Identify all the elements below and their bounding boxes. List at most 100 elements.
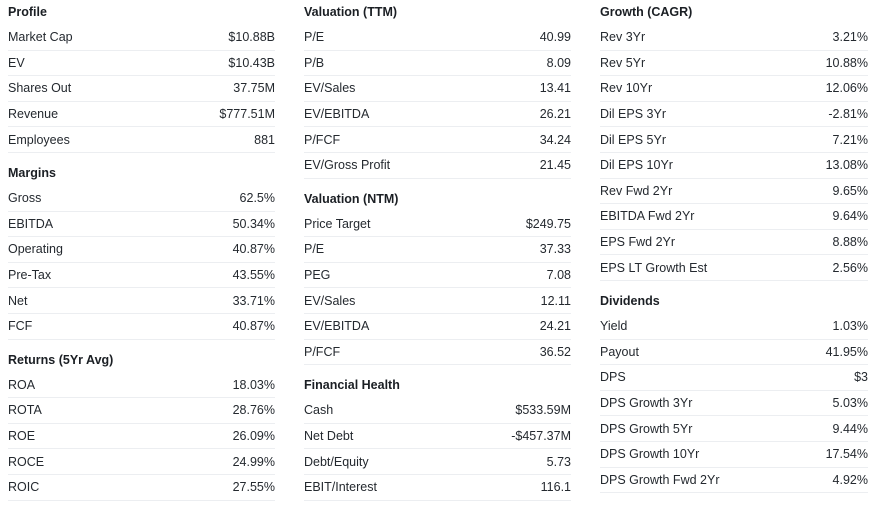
stat-label: DPS	[600, 370, 626, 385]
stat-value: 18.03%	[232, 377, 275, 392]
stat-value: 40.87%	[232, 319, 275, 334]
section-spacer	[600, 281, 868, 289]
stat-row-roce: ROCE 24.99%	[8, 449, 275, 475]
stat-row-rev-fwd-2yr: Rev Fwd 2Yr 9.65%	[600, 179, 868, 205]
stat-value: 24.99%	[232, 454, 275, 469]
section-title: Returns (5Yr Avg)	[8, 352, 114, 367]
stat-row-p-e: P/E 40.99	[304, 25, 571, 51]
stat-row-pre-tax: Pre-Tax 43.55%	[8, 263, 275, 289]
stat-label: EV/Sales	[304, 293, 356, 308]
stats-column-1: Profile Market Cap $10.88B EV $10.43B Shares …	[8, 0, 275, 501]
stat-row-roic: ROIC 27.55%	[8, 475, 275, 501]
stat-value: 10.88%	[825, 55, 868, 70]
stat-row-dil-eps-5yr: Dil EPS 5Yr 7.21%	[600, 127, 868, 153]
stat-row-dps-growth-5yr: DPS Growth 5Yr 9.44%	[600, 416, 868, 442]
stat-value: $10.43B	[228, 55, 275, 70]
stat-value: 37.75M	[233, 81, 275, 96]
stat-row-debt-equity: Debt/Equity 5.73	[304, 449, 571, 475]
stat-row-gross: Gross 62.5%	[8, 186, 275, 212]
stat-row-net: Net 33.71%	[8, 288, 275, 314]
stat-row-dps: DPS $3	[600, 365, 868, 391]
stat-row-p-b: P/B 8.09	[304, 51, 571, 77]
stat-value: 7.08	[546, 268, 571, 283]
stat-value: 50.34%	[232, 216, 275, 231]
stat-value: 116.1	[540, 480, 571, 495]
stat-label: Price Target	[304, 216, 371, 231]
stat-label: Dil EPS 10Yr	[600, 158, 673, 173]
stat-label: FCF	[8, 319, 33, 334]
stat-row-ebitda-fwd-2yr: EBITDA Fwd 2Yr 9.64%	[600, 204, 868, 230]
stat-label: EPS Fwd 2Yr	[600, 235, 676, 250]
stat-row-net-debt: Net Debt -$457.37M	[304, 424, 571, 450]
stat-value: 17.54%	[825, 447, 868, 462]
section-spacer	[8, 340, 275, 348]
stat-label: DPS Growth 3Yr	[600, 396, 693, 411]
stat-label: Operating	[8, 242, 63, 257]
section-spacer	[304, 365, 571, 373]
stat-row-market-cap: Market Cap $10.88B	[8, 25, 275, 51]
stat-value: 9.65%	[832, 183, 868, 198]
stat-row-price-target: Price Target $249.75	[304, 212, 571, 238]
section-valuation-ttm: Valuation (TTM) P/E 40.99 P/B 8.09 EV/Sales 13…	[304, 0, 571, 179]
stat-row-roa: ROA 18.03%	[8, 373, 275, 399]
stat-row-ebitda: EBITDA 50.34%	[8, 212, 275, 238]
stat-row-ev-ebitda: EV/EBITDA 24.21	[304, 314, 571, 340]
stat-label: Rev 10Yr	[600, 81, 653, 96]
stat-value: -$457.37M	[511, 429, 571, 444]
stat-value: 41.95%	[825, 344, 868, 359]
stat-label: EV	[8, 55, 25, 70]
stat-label: Revenue	[8, 107, 59, 122]
stat-row-rev-3yr: Rev 3Yr 3.21%	[600, 25, 868, 51]
stat-value: 9.64%	[832, 209, 868, 224]
stat-value: 8.09	[546, 55, 571, 70]
stat-label: P/B	[304, 55, 325, 70]
section-title: Profile	[8, 5, 47, 19]
stat-value: 2.56%	[832, 260, 868, 275]
stat-row-ev-gross-profit: EV/Gross Profit 21.45	[304, 153, 571, 179]
section-dividends: Dividends Yield 1.03% Payout 41.95% DPS $3 DPS …	[600, 289, 868, 494]
stat-value: 43.55%	[232, 268, 275, 283]
stat-row-p-fcf: P/FCF 36.52	[304, 340, 571, 366]
stat-value: 36.52	[539, 344, 571, 359]
stat-value: 24.21	[539, 319, 571, 334]
stat-label: DPS Growth Fwd 2Yr	[600, 472, 720, 487]
stat-value: 34.24	[539, 132, 571, 147]
stat-row-shares-out: Shares Out 37.75M	[8, 76, 275, 102]
stat-value: $777.51M	[219, 107, 275, 122]
stat-label: DPS Growth 10Yr	[600, 447, 700, 462]
stat-value: 1.03%	[832, 319, 868, 334]
stat-label: Employees	[8, 132, 70, 147]
stat-label: PEG	[304, 268, 331, 283]
stat-row-ev-sales: EV/Sales 12.11	[304, 288, 571, 314]
stat-label: EV/EBITDA	[304, 107, 370, 122]
stat-value: 26.09%	[232, 429, 275, 444]
stat-value: 13.41	[539, 81, 571, 96]
stat-label: P/E	[304, 30, 325, 45]
section-title: Growth (CAGR)	[600, 5, 693, 19]
stat-row-dps-growth-10yr: DPS Growth 10Yr 17.54%	[600, 442, 868, 468]
stat-value: 37.33	[539, 242, 571, 257]
stat-value: -2.81%	[828, 107, 868, 122]
stat-label: EBITDA	[8, 216, 54, 231]
stat-label: Dil EPS 5Yr	[600, 132, 666, 147]
stat-label: ROTA	[8, 403, 42, 418]
stat-row-eps-lt-growth-est: EPS LT Growth Est 2.56%	[600, 255, 868, 281]
stat-label: ROE	[8, 429, 36, 444]
stat-value: 12.06%	[825, 81, 868, 96]
section-title: Valuation (TTM)	[304, 5, 398, 19]
stat-value: 3.21%	[832, 30, 868, 45]
stat-value: 881	[254, 132, 275, 147]
stat-value: $533.59M	[515, 403, 571, 418]
stat-value: 21.45	[539, 158, 571, 173]
stat-row-rota: ROTA 28.76%	[8, 398, 275, 424]
stat-value: 12.11	[540, 293, 571, 308]
section-margins: Margins Gross 62.5% EBITDA 50.34% Operating 40…	[8, 161, 275, 340]
stat-label: ROCE	[8, 454, 45, 469]
stat-value: 5.03%	[832, 396, 868, 411]
stat-row-ev-ebitda: EV/EBITDA 26.21	[304, 102, 571, 128]
stat-value: $3	[854, 370, 868, 385]
section-title: Dividends	[600, 293, 660, 308]
stat-value: 28.76%	[232, 403, 275, 418]
stat-label: Market Cap	[8, 30, 73, 45]
stat-row-peg: PEG 7.08	[304, 263, 571, 289]
